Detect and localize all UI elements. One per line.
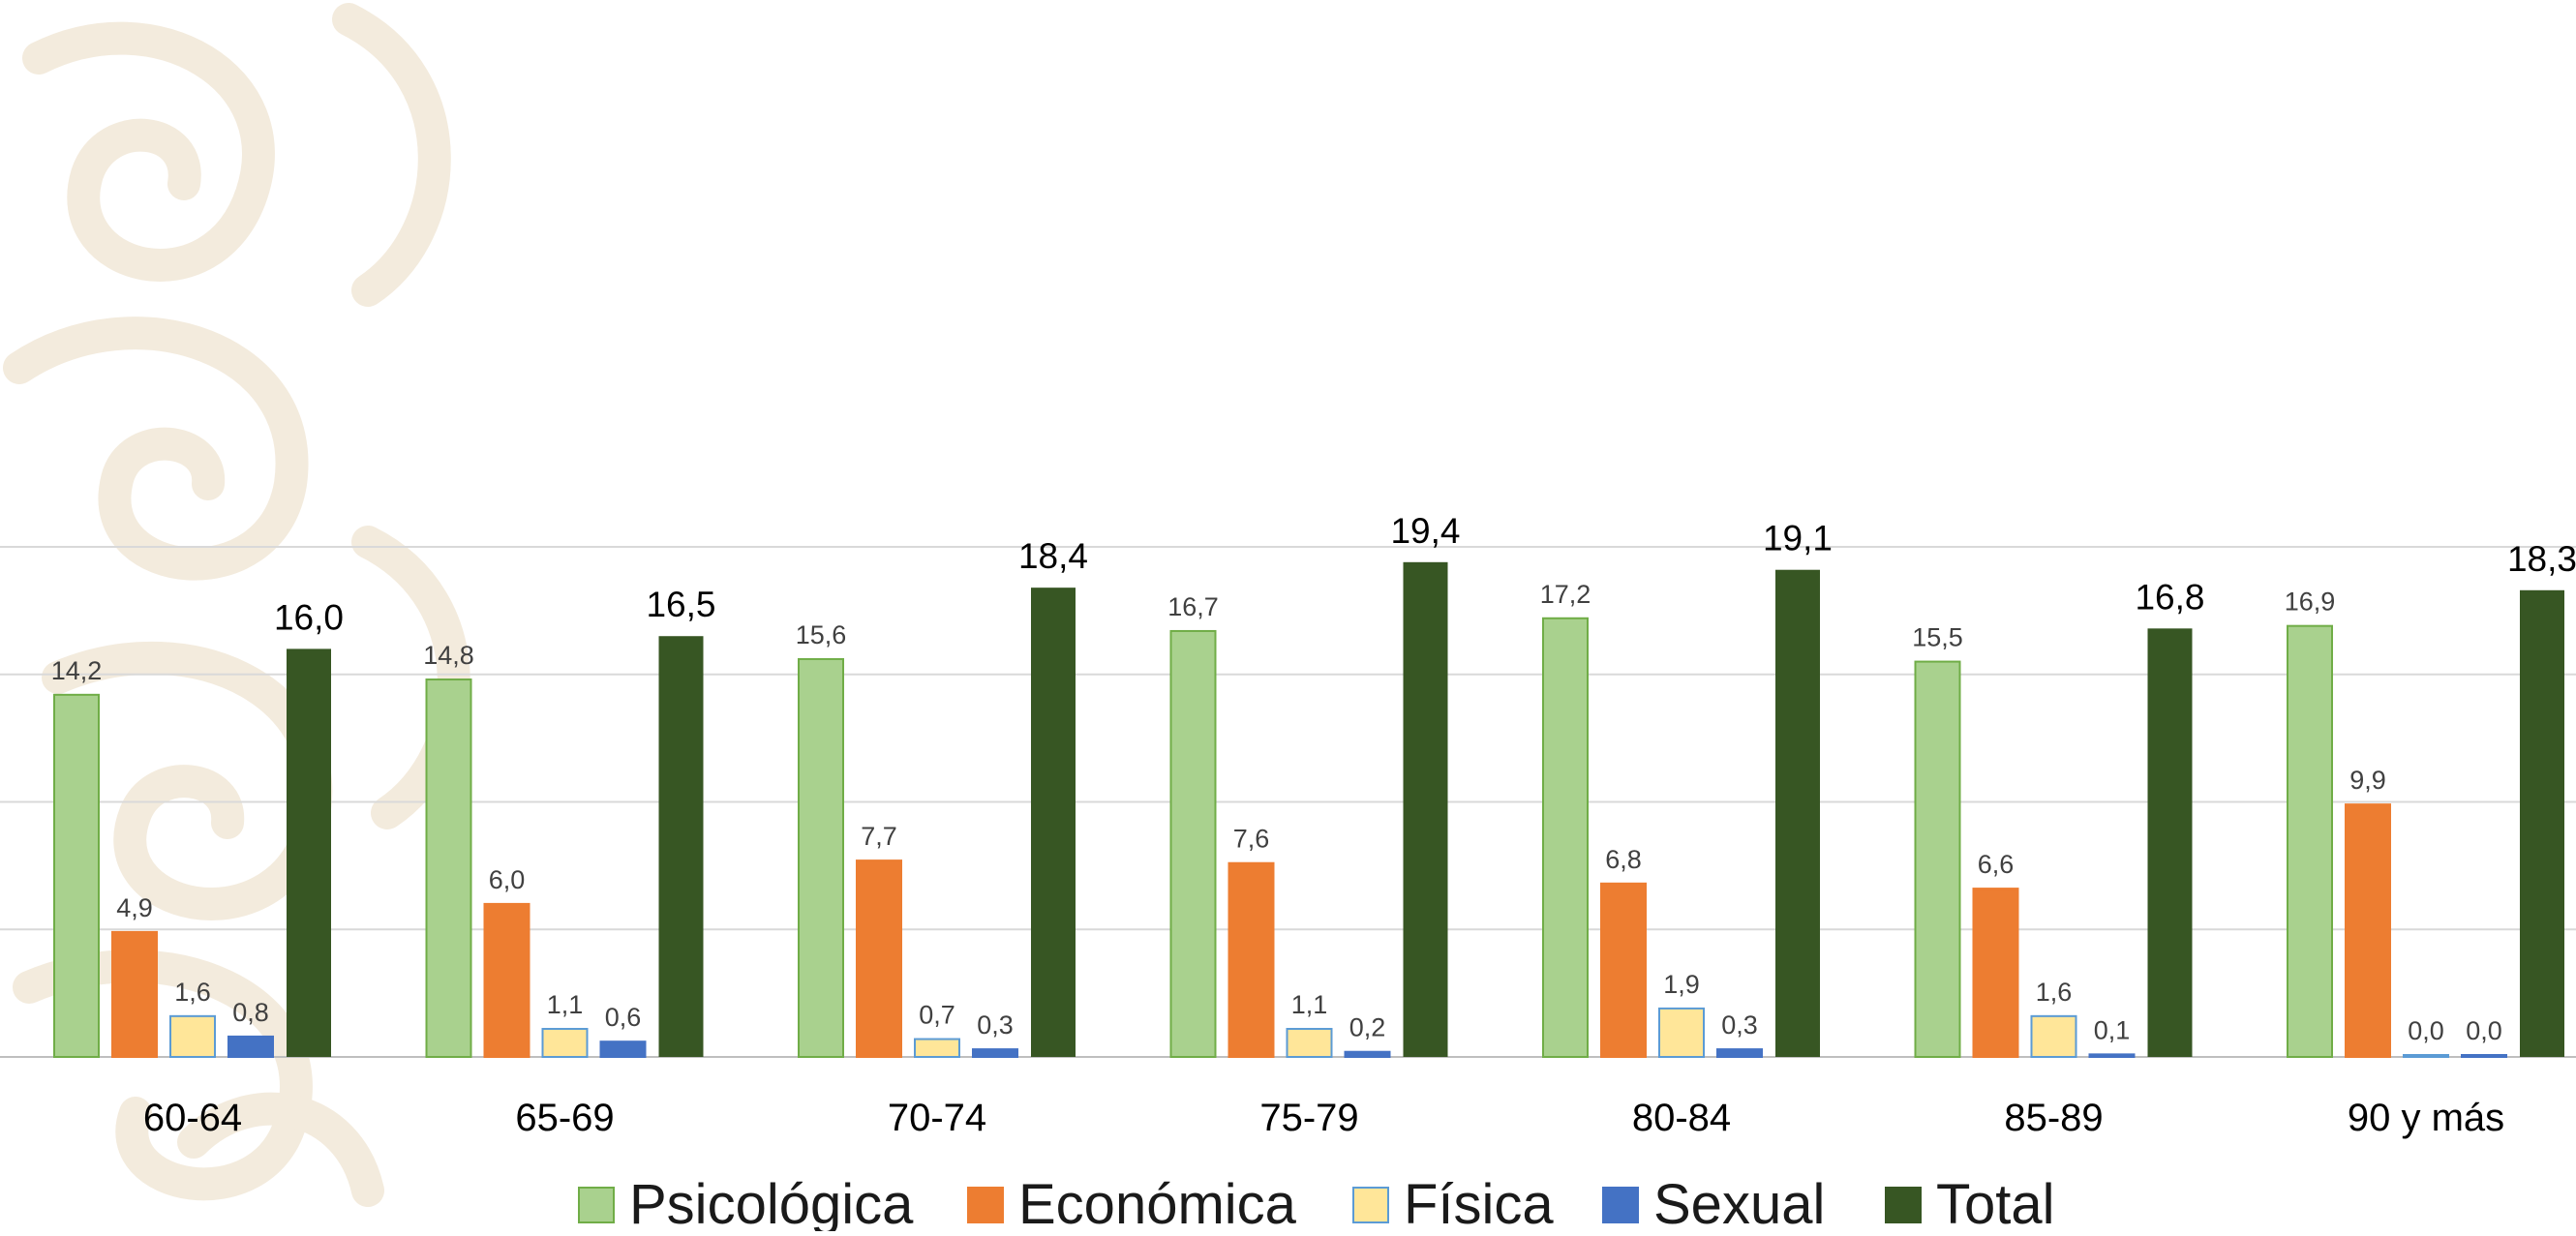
data-label: 7,7 [861, 822, 897, 851]
bar-física-90-y-más [2403, 1054, 2449, 1058]
bar-sexual-75-79 [1344, 1050, 1391, 1058]
bar-económica-80-84 [1600, 882, 1647, 1058]
legend-label: Física [1404, 1173, 1554, 1231]
data-label: 16,5 [646, 585, 715, 624]
watermark-swirl [177, 1092, 384, 1207]
bar-psicológica-90-y-más [2287, 624, 2333, 1058]
bar-psicológica-75-79 [1169, 629, 1217, 1059]
bar-física-75-79 [1286, 1028, 1333, 1059]
data-labels-group: 14,2 4,9 1,6 0,8 16,0 14,8 6,0 1,1 0,6 16,5 15,6 7,… [51, 511, 2576, 1045]
bar-sexual-65-69 [599, 1040, 647, 1058]
bar-económica-90-y-más [2345, 803, 2391, 1058]
bar-económica-65-69 [483, 902, 530, 1059]
bar-económica-60-64 [111, 930, 158, 1059]
data-label: 6,6 [1978, 850, 2015, 879]
data-label: 0,1 [2094, 1015, 2131, 1044]
data-label: 16,8 [2135, 577, 2204, 617]
data-label: 18,3 [2507, 539, 2576, 579]
data-label: 0,6 [605, 1003, 642, 1032]
x-axis: 60-64 65-69 70-74 75-79 80-84 85-89 90 y más [143, 1097, 2504, 1139]
data-label: 19,4 [1390, 511, 1460, 551]
data-label: 9,9 [2349, 766, 2386, 795]
category-label: 65-69 [515, 1097, 614, 1139]
bar-sexual-70-74 [972, 1048, 1018, 1058]
data-label: 6,8 [1605, 845, 1642, 874]
legend: Psicológica Económica Física Sexual Total [578, 1173, 2055, 1236]
category-label: 75-79 [1259, 1097, 1358, 1139]
data-label: 0,0 [2408, 1016, 2444, 1045]
data-label: 14,8 [423, 641, 474, 670]
bar-física-85-89 [2030, 1014, 2077, 1058]
bar-psicológica-80-84 [1542, 617, 1589, 1059]
data-label: 0,8 [232, 998, 269, 1027]
bars-group [53, 561, 2564, 1059]
data-label: 16,0 [274, 597, 344, 637]
legend-label: Psicológica [629, 1173, 914, 1231]
bar-psicológica-65-69 [425, 678, 472, 1059]
bar-económica-85-89 [1972, 888, 2019, 1059]
watermark-swirl [332, 3, 451, 307]
data-label: 1,6 [174, 978, 211, 1007]
bar-total-85-89 [2147, 628, 2193, 1057]
bar-total-80-84 [1775, 569, 1820, 1057]
data-label: 15,5 [1912, 623, 1963, 652]
bar-física-80-84 [1658, 1007, 1705, 1059]
data-label: 6,0 [489, 865, 526, 894]
bar-psicológica-85-89 [1914, 660, 1961, 1058]
bar-total-75-79 [1403, 561, 1448, 1057]
data-label: 14,2 [51, 656, 103, 685]
watermark-swirl [351, 526, 470, 829]
data-label: 0,0 [2466, 1016, 2502, 1045]
bar-total-70-74 [1031, 588, 1076, 1057]
watermark-swirl [3, 317, 309, 581]
data-label: 1,1 [1291, 990, 1328, 1019]
legend-swatch-total [1885, 1187, 1922, 1223]
data-label: 19,1 [1763, 519, 1833, 558]
bar-psicológica-70-74 [798, 657, 844, 1058]
bar-sexual-60-64 [227, 1035, 274, 1059]
bar-sexual-85-89 [2088, 1053, 2136, 1058]
bar-económica-70-74 [856, 859, 902, 1058]
data-label: 0,7 [919, 1001, 955, 1030]
legend-swatch-sexual [1602, 1187, 1639, 1223]
legend-swatch-psicológica [578, 1187, 615, 1223]
data-label: 1,1 [547, 990, 584, 1019]
data-label: 1,6 [2036, 978, 2073, 1007]
bar-sexual-90-y-más [2461, 1054, 2507, 1058]
data-label: 0,3 [1721, 1010, 1758, 1040]
bar-económica-75-79 [1227, 861, 1275, 1058]
data-label: 16,9 [2285, 588, 2336, 617]
legend-swatch-económica [967, 1187, 1004, 1223]
bar-psicológica-60-64 [53, 693, 100, 1059]
data-label: 15,6 [796, 620, 847, 649]
legend-swatch-física [1352, 1187, 1389, 1223]
bar-total-65-69 [658, 636, 704, 1057]
legend-label: Sexual [1653, 1173, 1825, 1231]
watermark-swirl [22, 21, 275, 282]
bar-total-60-64 [287, 648, 331, 1057]
legend-label: Total [1936, 1173, 2055, 1231]
bar-física-60-64 [169, 1014, 216, 1058]
legend-label: Económica [1018, 1173, 1297, 1231]
category-label: 60-64 [143, 1097, 242, 1139]
data-label: 0,3 [977, 1010, 1014, 1040]
bar-total-90-y-más [2520, 589, 2564, 1057]
category-label: 90 y más [2348, 1097, 2504, 1139]
watermark-swirl [42, 641, 333, 920]
data-label: 18,4 [1018, 536, 1088, 576]
data-label: 16,7 [1167, 592, 1219, 621]
data-label: 7,6 [1233, 825, 1270, 854]
data-label: 0,2 [1349, 1013, 1386, 1042]
bar-física-65-69 [541, 1028, 589, 1059]
data-label: 17,2 [1540, 580, 1591, 609]
bar-sexual-80-84 [1716, 1048, 1763, 1058]
category-label: 70-74 [888, 1097, 986, 1139]
category-label: 85-89 [2004, 1097, 2103, 1139]
bar-física-70-74 [914, 1038, 960, 1059]
category-label: 80-84 [1632, 1097, 1731, 1139]
data-label: 4,9 [116, 893, 153, 922]
data-label: 1,9 [1663, 970, 1700, 999]
